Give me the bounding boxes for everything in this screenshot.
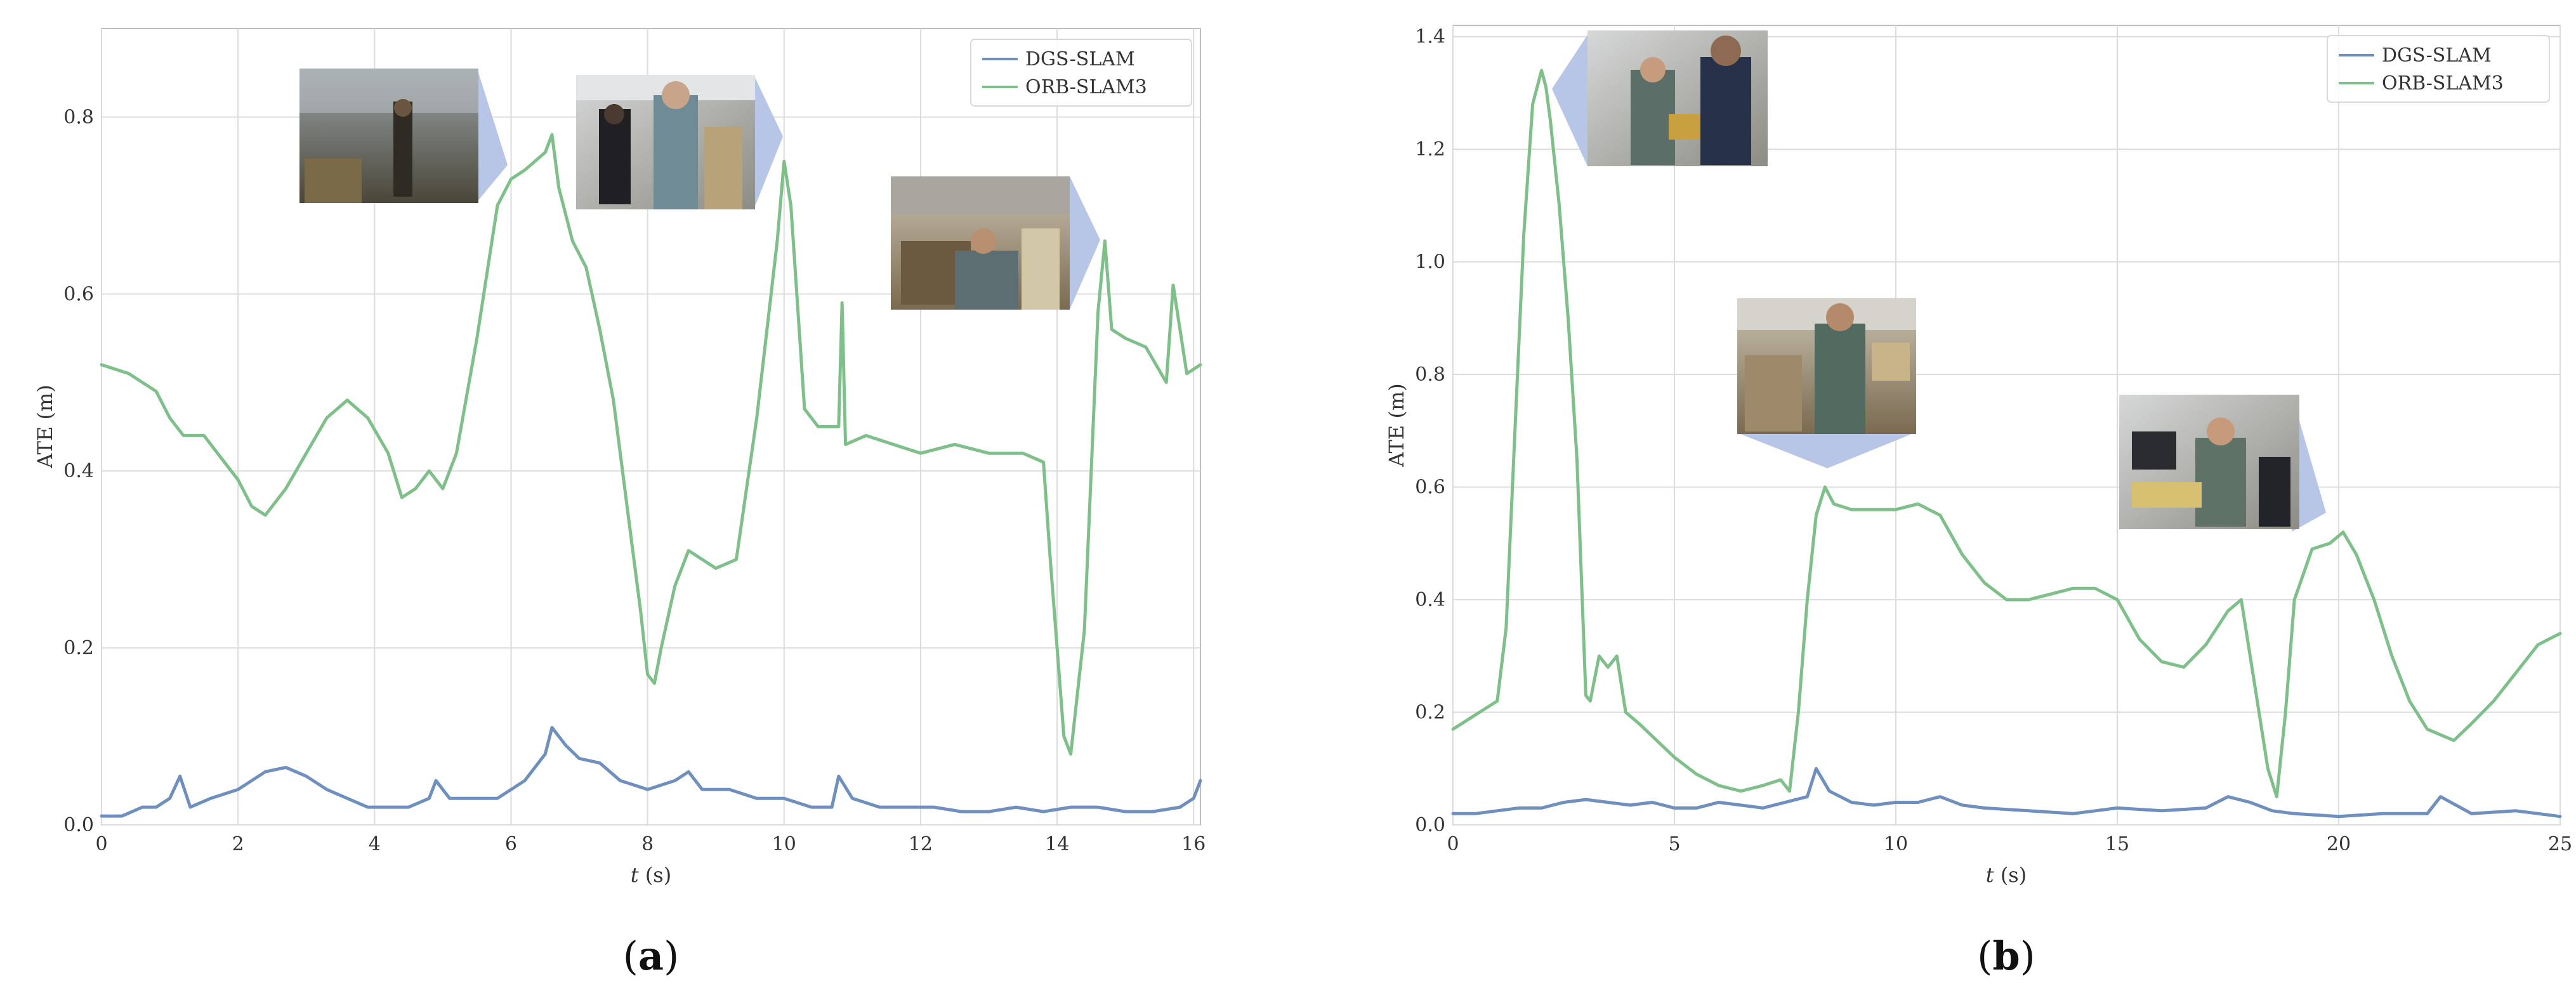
legend-b: DGS-SLAM ORB-SLAM3 xyxy=(2327,35,2550,103)
x-axis-label-b: t (s) xyxy=(1986,863,2027,887)
x-tick-label-b-3: 15 xyxy=(2105,833,2129,855)
y-tick-label-b-4: 0.8 xyxy=(1415,364,1445,386)
tick-labels-b: 0 5 10 15 20 25 0.0 0.2 0.4 0.6 0.8 1.0 1.2 1.4 xyxy=(1415,26,2572,855)
x-axis-label-unit-a: (s) xyxy=(645,863,671,887)
y-tick-label-b-2: 0.4 xyxy=(1415,589,1445,611)
y-axis-label-b: ATE (m) xyxy=(1384,383,1409,468)
y-tick-label-a-0: 0.0 xyxy=(63,814,94,836)
x-tick-label-a-8: 16 xyxy=(1181,833,1206,855)
legend-label-orb-b: ORB-SLAM3 xyxy=(2382,72,2504,95)
x-tick-label-a-7: 14 xyxy=(1045,833,1069,855)
x-tick-label-a-4: 8 xyxy=(641,833,654,855)
y-tick-label-b-0: 0.0 xyxy=(1415,814,1445,836)
chart-panel-a: 0 2 4 6 8 10 12 14 16 0.0 0.2 0.4 0.6 0.8 xyxy=(33,28,1206,979)
y-tick-label-a-4: 0.8 xyxy=(63,106,94,128)
x-tick-label-b-0: 0 xyxy=(1447,833,1459,855)
series-line-orb-slam3-a xyxy=(100,133,1202,756)
y-tick-label-b-6: 1.2 xyxy=(1415,138,1445,161)
y-tick-label-a-3: 0.6 xyxy=(63,283,94,305)
x-axis-label-a: t (s) xyxy=(631,863,671,887)
tick-labels-a: 0 2 4 6 8 10 12 14 16 0.0 0.2 0.4 0.6 0.8 xyxy=(63,106,1206,855)
legend-label-dgs-a: DGS-SLAM xyxy=(1025,48,1135,70)
x-axis-label-unit-b: (s) xyxy=(2001,863,2027,887)
gridlines-a xyxy=(101,29,1200,826)
x-tick-label-a-2: 4 xyxy=(369,833,381,855)
legend-label-orb-a: ORB-SLAM3 xyxy=(1025,76,1147,98)
y-tick-label-a-1: 0.2 xyxy=(63,637,94,659)
chart-panel-b: 0 5 10 15 20 25 0.0 0.2 0.4 0.6 0.8 1.0 1.2 1.4 xyxy=(1384,25,2572,979)
y-axis-label-a: ATE (m) xyxy=(33,385,57,469)
x-tick-label-b-5: 25 xyxy=(2548,833,2572,855)
series-lines-b xyxy=(1451,69,2562,819)
thumbnail-b3 xyxy=(2119,395,2326,532)
x-tick-label-a-6: 12 xyxy=(909,833,933,855)
thumbnail-a3 xyxy=(891,176,1100,310)
x-tick-label-a-1: 2 xyxy=(232,833,244,855)
panel-label-a: (a) xyxy=(623,933,680,979)
thumbnail-a2 xyxy=(576,75,783,209)
series-line-orb-slam3-b xyxy=(1451,69,2562,799)
x-tick-label-b-4: 20 xyxy=(2327,833,2351,855)
legend-a: DGS-SLAM ORB-SLAM3 xyxy=(970,39,1192,107)
y-tick-label-b-1: 0.2 xyxy=(1415,702,1445,724)
x-tick-label-b-2: 10 xyxy=(1884,833,1908,855)
series-line-dgs-slam-b xyxy=(1451,766,2562,819)
y-tick-label-b-5: 1.0 xyxy=(1415,251,1445,273)
series-line-dgs-slam-a xyxy=(100,726,1202,818)
y-tick-label-b-7: 1.4 xyxy=(1415,26,1445,48)
y-tick-label-b-3: 0.6 xyxy=(1415,477,1445,499)
x-axis-label-var-b: t xyxy=(1986,863,1994,887)
x-tick-label-a-0: 0 xyxy=(95,833,107,855)
thumbnail-b1 xyxy=(1552,30,1768,166)
series-lines-a xyxy=(100,133,1202,818)
y-tick-label-a-2: 0.4 xyxy=(63,460,94,482)
x-tick-label-b-1: 5 xyxy=(1668,833,1680,855)
thumbnail-b2 xyxy=(1737,298,1916,468)
panel-label-b: (b) xyxy=(1977,933,2035,979)
thumbnail-a1 xyxy=(299,69,508,203)
legend-label-dgs-b: DGS-SLAM xyxy=(2382,44,2492,67)
x-tick-label-a-5: 10 xyxy=(772,833,796,855)
x-tick-label-a-3: 6 xyxy=(505,833,517,855)
x-axis-label-var-a: t xyxy=(631,863,639,887)
